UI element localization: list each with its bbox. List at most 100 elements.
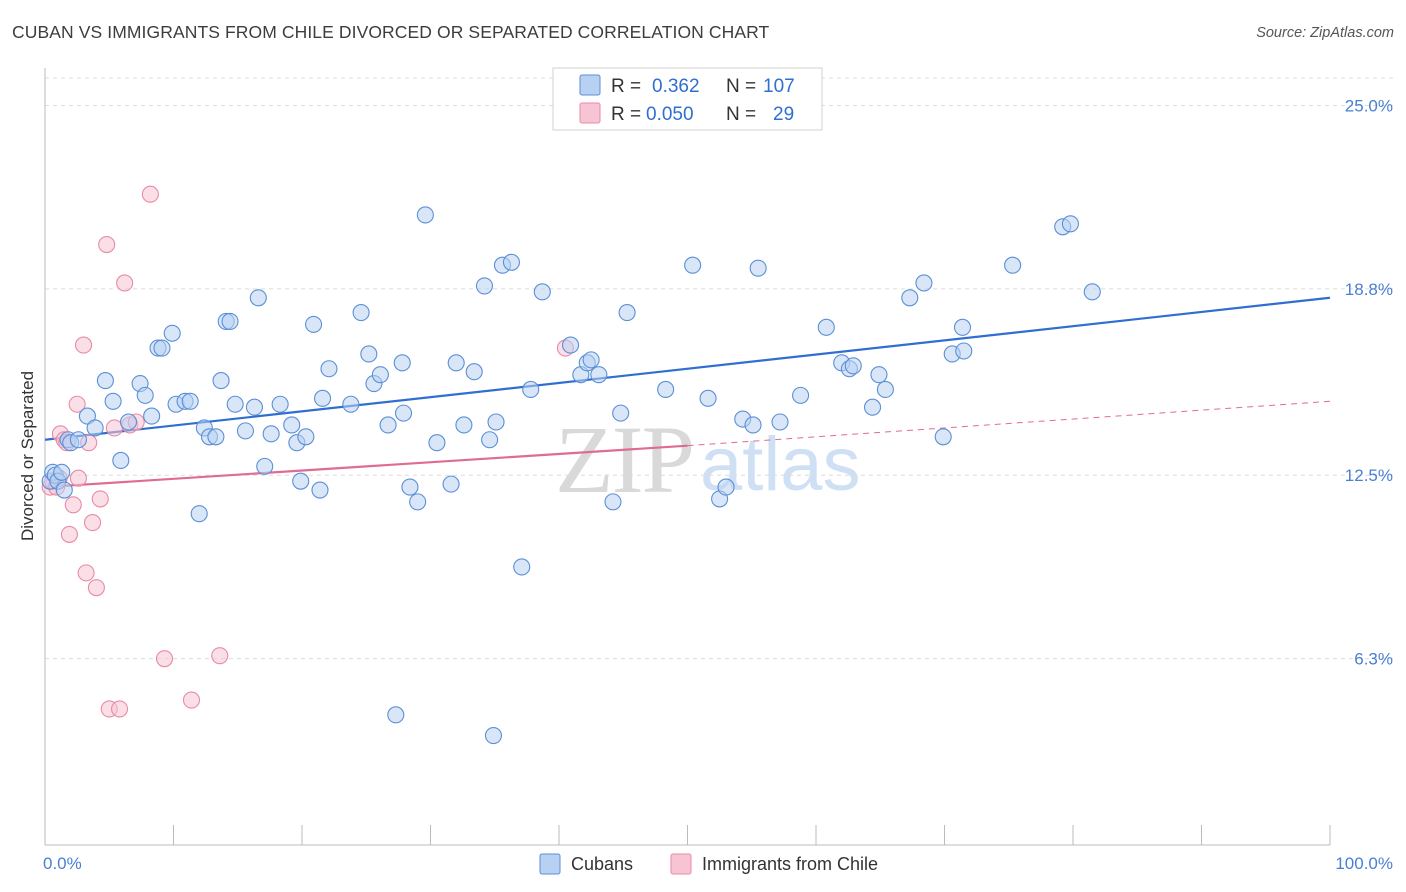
cubans-point-33 bbox=[245, 398, 264, 416]
cubans-point-92 bbox=[844, 357, 862, 375]
chile-point-9 bbox=[68, 395, 86, 413]
cubans-point-75 bbox=[590, 366, 608, 384]
stats-n-value-cubans: 107 bbox=[763, 76, 795, 97]
cubans-point-64 bbox=[481, 431, 499, 449]
cubans-point-105 bbox=[1083, 283, 1101, 301]
cubans-point-62 bbox=[465, 363, 483, 381]
cubans-point-102 bbox=[1004, 256, 1022, 274]
chile-point-17 bbox=[98, 235, 116, 254]
cubans-point-71 bbox=[562, 336, 580, 354]
cubans-point-74 bbox=[582, 351, 600, 369]
cubans-point-23 bbox=[181, 392, 199, 410]
bottom-legend: Cubans Immigrants from Chile bbox=[539, 853, 878, 875]
cubans-point-51 bbox=[379, 416, 397, 434]
stats-r-label-chile: R = bbox=[611, 104, 641, 125]
cubans-point-46 bbox=[342, 395, 360, 413]
cubans-point-44 bbox=[314, 389, 332, 407]
cubans-point-96 bbox=[901, 289, 919, 307]
cubans-point-37 bbox=[271, 395, 289, 413]
cubans-point-27 bbox=[207, 428, 225, 446]
cubans-point-83 bbox=[717, 478, 735, 496]
cubans-point-81 bbox=[699, 389, 717, 407]
cubans-point-5 bbox=[55, 481, 73, 499]
cubans-point-85 bbox=[744, 416, 762, 434]
watermark: ZIP atlas bbox=[555, 406, 861, 513]
chile-point-15 bbox=[87, 579, 105, 597]
stats-n-label-cubans: N = bbox=[726, 76, 756, 97]
chile-point-14 bbox=[83, 514, 102, 532]
cubans-point-43 bbox=[311, 481, 329, 499]
chile-point-24 bbox=[141, 185, 159, 203]
grid-lines bbox=[45, 77, 1395, 660]
stats-r-label-cubans: R = bbox=[611, 76, 641, 97]
series-chile-points bbox=[41, 185, 574, 718]
chile-point-21 bbox=[116, 274, 134, 292]
cubans-point-32 bbox=[236, 422, 255, 440]
stats-legend-swatch-chile bbox=[579, 102, 601, 124]
trend-lines bbox=[44, 296, 1331, 489]
cubans-point-76 bbox=[604, 493, 622, 511]
cubans-point-68 bbox=[513, 558, 531, 576]
cubans-point-52 bbox=[387, 706, 405, 724]
cubans-point-93 bbox=[863, 398, 882, 416]
legend-swatch-cubans bbox=[539, 853, 561, 875]
y-tick-labels: 6.3% 12.5% 18.8% 25.0% bbox=[1345, 96, 1393, 668]
watermark-zip: ZIP bbox=[555, 406, 693, 513]
cubans-point-28 bbox=[212, 372, 230, 390]
chile-point-26 bbox=[182, 691, 201, 709]
y-tick-label-1: 12.5% bbox=[1345, 466, 1393, 485]
cubans-point-53 bbox=[393, 354, 411, 372]
cubans-point-8 bbox=[69, 431, 87, 449]
cubans-point-60 bbox=[447, 354, 465, 372]
cubans-point-89 bbox=[817, 318, 835, 336]
cubans-point-79 bbox=[657, 380, 675, 399]
stats-legend: R = 0.362 N = 107 R = 0.050 N = 29 bbox=[552, 67, 823, 131]
cubans-point-69 bbox=[522, 380, 540, 399]
y-tick-label-3: 25.0% bbox=[1345, 96, 1393, 115]
cubans-point-47 bbox=[352, 304, 370, 322]
cubans-point-12 bbox=[104, 392, 122, 410]
cubans-point-58 bbox=[428, 434, 446, 452]
chile-point-27 bbox=[211, 647, 229, 665]
cubans-point-41 bbox=[297, 428, 315, 446]
cubans-point-11 bbox=[96, 372, 114, 390]
cubans-point-78 bbox=[618, 304, 636, 322]
cubans-point-86 bbox=[749, 259, 767, 277]
cubans-point-48 bbox=[360, 345, 378, 363]
series-cubans-points bbox=[41, 206, 1101, 745]
chile-trend-extension bbox=[687, 400, 1331, 447]
cubans-point-61 bbox=[455, 416, 473, 434]
cubans-point-9 bbox=[78, 407, 96, 425]
axes bbox=[44, 68, 1331, 846]
chile-point-16 bbox=[91, 490, 109, 508]
stats-n-label-chile: N = bbox=[726, 104, 756, 125]
cubans-point-57 bbox=[416, 206, 434, 224]
cubans-point-59 bbox=[442, 475, 460, 493]
cubans-point-95 bbox=[876, 380, 894, 399]
cubans-point-42 bbox=[305, 315, 323, 333]
cubans-point-97 bbox=[915, 274, 933, 292]
cubans-trend-line bbox=[44, 296, 1331, 441]
cubans-point-65 bbox=[487, 413, 505, 431]
chile-point-25 bbox=[155, 650, 174, 668]
cubans-point-45 bbox=[320, 360, 338, 378]
x-tick-label-max: 100.0% bbox=[1335, 854, 1393, 873]
cubans-point-13 bbox=[112, 451, 130, 470]
cubans-point-17 bbox=[143, 407, 161, 425]
chile-point-8 bbox=[64, 496, 82, 514]
x-tick-label-min: 0.0% bbox=[43, 854, 82, 873]
cubans-point-106 bbox=[484, 727, 503, 745]
cubans-point-94 bbox=[870, 366, 888, 384]
chile-point-10 bbox=[69, 469, 87, 487]
y-axis-title: Divorced or Separated bbox=[18, 371, 37, 541]
cubans-point-38 bbox=[283, 416, 301, 434]
y-tick-label-2: 18.8% bbox=[1345, 280, 1393, 299]
cubans-point-101 bbox=[955, 342, 973, 360]
stats-n-value-chile: 29 bbox=[773, 104, 794, 125]
cubans-point-36 bbox=[262, 425, 280, 443]
cubans-point-24 bbox=[190, 505, 208, 523]
cubans-point-35 bbox=[256, 457, 274, 475]
legend-swatch-chile bbox=[670, 853, 692, 875]
source-label: Source: ZipAtlas.com bbox=[1256, 25, 1394, 41]
